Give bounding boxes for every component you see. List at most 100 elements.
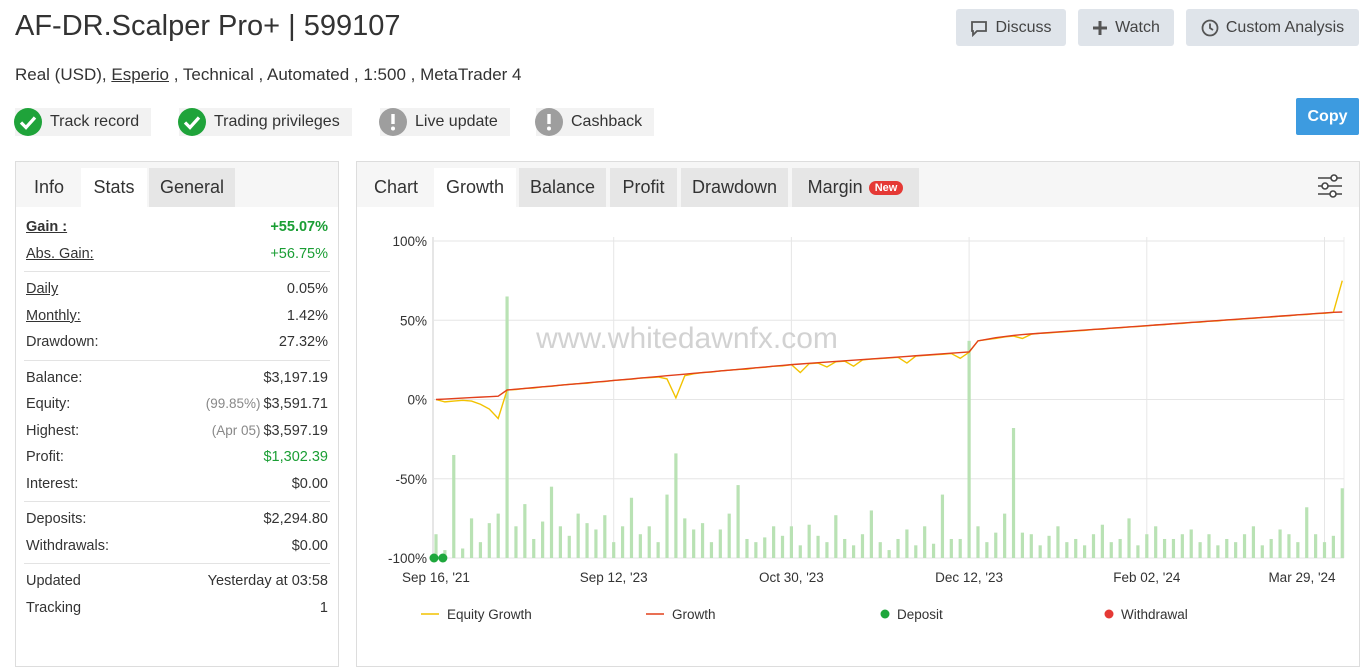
stats-row: Balance: $3,197.19: [24, 365, 330, 392]
legend-label: Growth: [672, 607, 716, 622]
tab[interactable]: Balance: [519, 168, 606, 207]
legend-marker: [1104, 609, 1114, 619]
icon-circle: [14, 108, 42, 136]
custom-analysis-button[interactable]: Custom Analysis: [1186, 9, 1359, 46]
volume-bar: [1011, 428, 1016, 558]
watch-button[interactable]: Watch: [1078, 9, 1174, 46]
volume-bar: [851, 545, 856, 558]
volume-bar: [620, 526, 625, 558]
tab[interactable]: Growth: [434, 168, 516, 207]
volume-bar: [629, 497, 634, 558]
discuss-button[interactable]: Discuss: [956, 9, 1066, 46]
volume-bar: [816, 535, 820, 558]
stat-value-wrap: $1,302.39: [263, 449, 328, 465]
volume-bar: [1287, 534, 1291, 558]
volume-bar: [1296, 542, 1300, 558]
volume-bar: [1269, 538, 1273, 558]
stat-value-wrap: 1.42%: [287, 308, 328, 324]
stat-value-wrap: +55.07%: [270, 219, 328, 235]
icon-circle: [178, 108, 206, 136]
discuss-label: Discuss: [995, 18, 1052, 36]
custom-analysis-label: Custom Analysis: [1225, 18, 1345, 36]
volume-bar: [736, 485, 740, 558]
tab[interactable]: Info: [33, 177, 65, 197]
stat-value: 1.42%: [286, 307, 328, 324]
stat-value: 0.05%: [286, 281, 328, 298]
volume-bar: [1109, 542, 1113, 558]
broker-link[interactable]: Esperio: [111, 65, 169, 84]
volume-bar: [1074, 538, 1078, 558]
stats-row: Profit: $1,302.39: [24, 444, 330, 471]
stat-value: $3,591.71: [263, 396, 328, 413]
volume-bar: [656, 542, 660, 558]
stats-panel: Info Stats General Gain : +55.07% Abs. Gai…: [15, 161, 339, 667]
account-type: Real (USD),: [15, 65, 107, 84]
volume-bar: [994, 532, 998, 558]
stats-row: Tracking 1: [24, 595, 330, 622]
stat-value: $1,302.39: [263, 449, 328, 466]
volume-bar: [709, 542, 714, 558]
volume-bar: [949, 538, 953, 558]
volume-bar: [905, 529, 909, 558]
stat-value-wrap: $0.00: [292, 476, 328, 492]
stat-label: Monthly:: [26, 307, 81, 324]
settings-icon[interactable]: [1317, 173, 1343, 199]
volume-bar: [745, 538, 749, 558]
volume-bar: [1127, 518, 1131, 558]
volume-bar: [834, 515, 838, 558]
stat-label: Balance:: [26, 369, 83, 386]
stat-value-wrap: +56.75%: [270, 246, 328, 262]
account-info: Real (USD), Esperio , Technical , Automa…: [15, 65, 522, 85]
volume-bar: [967, 340, 971, 558]
volume-bar: [514, 526, 518, 558]
volume-bar: [1305, 507, 1309, 558]
check-icon: [178, 108, 206, 136]
check-icon: [14, 108, 42, 136]
tab[interactable]: General: [149, 168, 235, 207]
tab[interactable]: Margin New: [792, 168, 919, 207]
x-tick-label: Sep 12, '23: [580, 570, 648, 585]
volume-bar: [789, 526, 793, 558]
icon-dot: [391, 126, 395, 131]
stat-label: Abs. Gain:: [26, 245, 94, 262]
volume-bar: [1251, 526, 1256, 558]
volume-bar: [1100, 524, 1104, 558]
volume-bar: [958, 538, 962, 558]
volume-bar: [780, 535, 785, 558]
stat-value: +55.07%: [270, 219, 328, 236]
volume-bar: [1207, 534, 1211, 558]
volume-bar: [585, 523, 589, 558]
stat-value-wrap: $3,197.19: [263, 370, 328, 386]
copy-button[interactable]: Copy: [1296, 98, 1359, 135]
stat-value-wrap: (99.85%) $3,591.71: [206, 396, 328, 412]
volume-bar: [718, 529, 722, 558]
stats-row: Interest: $0.00: [24, 471, 330, 498]
badge: Cashback: [535, 108, 655, 136]
stat-note: (99.85%): [205, 396, 261, 412]
volume-bar: [1242, 534, 1247, 558]
volume-bar: [931, 543, 936, 558]
legend-label: Withdrawal: [1121, 607, 1188, 622]
x-tick-label: Sep 16, '21: [402, 570, 470, 585]
stats-row: Updated Yesterday at 03:58: [24, 568, 330, 595]
volume-bar: [869, 510, 873, 558]
volume-bar: [887, 550, 891, 558]
tab[interactable]: Profit: [610, 168, 677, 207]
volume-bar: [1189, 529, 1193, 558]
tab[interactable]: Stats: [81, 168, 147, 207]
stats-list: Gain : +55.07% Abs. Gain: +56.75% Daily 0.05%…: [16, 210, 338, 625]
y-tick-label: 100%: [392, 234, 427, 249]
badge: Live update: [379, 108, 510, 136]
stats-group: Gain : +55.07% Abs. Gain: +56.75%: [24, 210, 330, 272]
series-line: [435, 311, 1343, 401]
stat-value-wrap: 27.32%: [279, 334, 328, 350]
stat-value-wrap: Yesterday at 03:58: [208, 573, 328, 589]
icon-bar: [391, 114, 395, 124]
stat-label: Deposits:: [26, 511, 87, 528]
tab[interactable]: Drawdown: [681, 168, 788, 207]
badge: Trading privileges: [178, 108, 352, 136]
y-tick-label: 0%: [407, 393, 427, 408]
stat-label: Interest:: [26, 475, 79, 492]
stat-label: Drawdown:: [26, 334, 99, 351]
clock-icon: [1201, 19, 1219, 36]
